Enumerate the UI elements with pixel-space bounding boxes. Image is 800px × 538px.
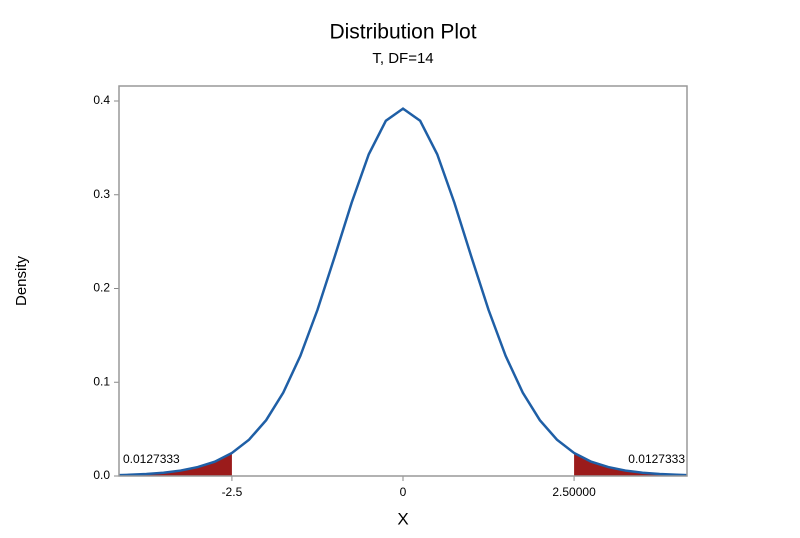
y-tick-label: 0.0 — [93, 468, 110, 482]
chart-title: Distribution Plot — [329, 21, 476, 44]
x-tick-label: -2.5 — [222, 485, 243, 499]
chart-subtitle: T, DF=14 — [372, 50, 433, 67]
y-tick-label: 0.4 — [93, 93, 110, 107]
x-tick-label: 0 — [400, 485, 407, 499]
y-tick-label: 0.1 — [93, 374, 110, 388]
plot-frame — [118, 85, 688, 477]
y-tick-label: 0.2 — [93, 281, 110, 295]
density-curve — [118, 107, 688, 477]
y-tick-label: 0.3 — [93, 187, 110, 201]
x-axis-label: X — [397, 509, 408, 528]
y-axis-label: Density — [13, 255, 30, 306]
shaded-tail — [119, 452, 232, 476]
area-label: 0.0127333 — [123, 452, 180, 466]
area-label: 0.0127333 — [628, 452, 685, 466]
x-tick-label: 2.50000 — [552, 485, 596, 499]
shaded-tail — [574, 452, 687, 476]
